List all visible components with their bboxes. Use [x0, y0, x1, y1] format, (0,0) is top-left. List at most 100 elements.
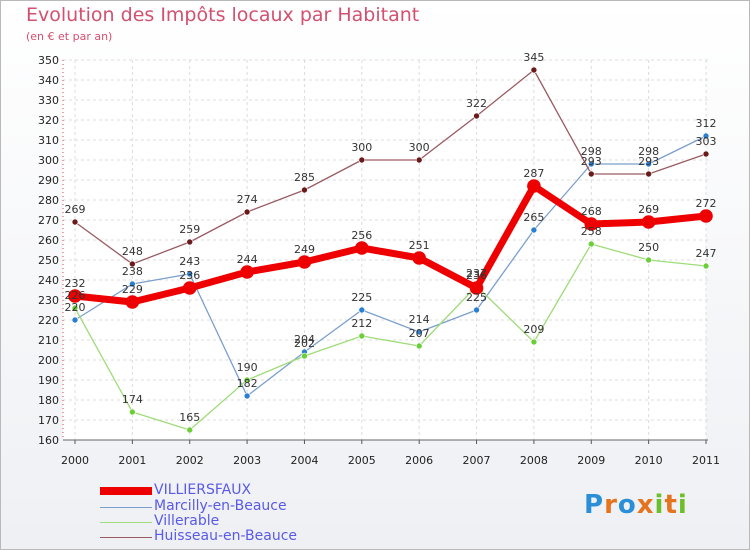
data-label: 300: [351, 141, 372, 154]
data-point: [186, 238, 194, 246]
data-label: 303: [696, 135, 717, 148]
data-point: [415, 328, 423, 336]
y-tick-label: 290: [38, 174, 59, 187]
data-label: 244: [237, 253, 258, 266]
data-label: 214: [409, 313, 430, 326]
data-point: [702, 150, 710, 158]
data-label: 272: [696, 197, 717, 210]
data-point: [473, 306, 480, 314]
series-line-villerable: [74, 243, 707, 431]
y-tick-label: 240: [38, 274, 59, 287]
logo-letter: x: [636, 490, 655, 520]
data-label: 285: [294, 171, 315, 184]
data-point: [358, 332, 366, 340]
y-tick-label: 210: [38, 334, 59, 347]
logo-letter: r: [604, 490, 618, 520]
x-tick-label: 2011: [692, 454, 720, 467]
data-point: [702, 262, 710, 270]
data-label: 212: [351, 317, 372, 330]
data-label: 293: [581, 155, 602, 168]
x-tick-label: 2009: [577, 454, 605, 467]
y-tick-label: 190: [38, 374, 59, 387]
data-label: 202: [294, 337, 315, 350]
y-tick-label: 270: [38, 214, 59, 227]
data-label: 274: [237, 193, 258, 206]
data-point: [301, 352, 308, 360]
data-point: [645, 160, 652, 168]
data-point: [702, 132, 710, 140]
data-label: 248: [122, 245, 143, 258]
data-label: 207: [409, 327, 430, 340]
logo-letter: P: [584, 490, 605, 520]
data-label: 250: [638, 241, 659, 254]
data-point: [301, 186, 308, 194]
data-point: [415, 342, 423, 350]
data-label: 298: [638, 145, 659, 158]
legend-swatch: [100, 507, 152, 508]
data-point: [587, 240, 595, 248]
x-tick-label: 2003: [233, 454, 261, 467]
data-point: [182, 281, 197, 295]
y-tick-label: 220: [38, 314, 59, 327]
x-tick-label: 2010: [635, 454, 663, 467]
data-label: 269: [65, 203, 86, 216]
data-point: [186, 426, 194, 434]
legend-label: VILLIERSFAUX: [154, 482, 252, 498]
data-label: 209: [523, 323, 544, 336]
data-label: 225: [466, 291, 487, 304]
data-point: [527, 179, 541, 193]
data-point: [297, 255, 312, 269]
legend-swatch: [100, 487, 152, 495]
data-label: 236: [179, 269, 200, 282]
series-lines: [74, 69, 707, 431]
data-point: [71, 316, 79, 324]
legend-swatch: [100, 537, 152, 538]
x-tick-label: 2001: [118, 454, 146, 467]
data-point: [355, 241, 369, 255]
data-point: [68, 289, 82, 303]
data-point: [125, 295, 140, 309]
data-label: 243: [179, 255, 200, 268]
data-point: [645, 170, 652, 178]
data-point: [358, 156, 366, 164]
data-label: 256: [351, 229, 372, 242]
y-tick-label: 180: [38, 394, 59, 407]
tick-labels: 160 170 180 190 200 210 220 230 240 250 260 270 280 2…: [38, 54, 720, 467]
data-label: 229: [122, 283, 143, 296]
x-tick-label: 2006: [405, 454, 433, 467]
series-line-huisseau-en-beauce: [74, 69, 707, 265]
y-tick-label: 250: [38, 254, 59, 267]
legend-label: Marcilly-en-Beauce: [154, 498, 287, 514]
x-tick-label: 2004: [290, 454, 318, 467]
data-point: [412, 251, 426, 265]
data-label: 182: [237, 377, 258, 390]
data-label: 165: [179, 411, 200, 424]
y-tick-label: 160: [38, 434, 59, 447]
data-label: 322: [466, 97, 487, 110]
series-markers: [68, 66, 713, 434]
series-line-villiersfaux: [74, 182, 707, 306]
data-point: [71, 304, 79, 312]
logo-letter: t: [664, 490, 678, 520]
x-tick-label: 2007: [463, 454, 491, 467]
y-tick-label: 300: [38, 154, 59, 167]
data-label: 249: [294, 243, 315, 256]
legend-label: Villerable: [154, 513, 220, 529]
data-point: [584, 217, 599, 231]
data-label: 258: [581, 225, 602, 238]
data-point: [243, 376, 251, 384]
chart-subtitle: (en € et par an): [26, 30, 113, 43]
y-tick-label: 170: [38, 414, 59, 427]
legend-label: Huisseau-en-Beauce: [154, 528, 298, 544]
data-label: 236: [466, 269, 487, 282]
data-point: [243, 392, 251, 400]
y-tick-label: 350: [38, 54, 59, 67]
data-label: 247: [696, 247, 717, 260]
y-tick-label: 310: [38, 134, 59, 147]
x-tick-label: 2008: [520, 454, 548, 467]
data-point: [587, 160, 595, 168]
data-point: [129, 408, 136, 416]
data-label: 174: [122, 393, 143, 406]
data-point: [186, 270, 194, 278]
